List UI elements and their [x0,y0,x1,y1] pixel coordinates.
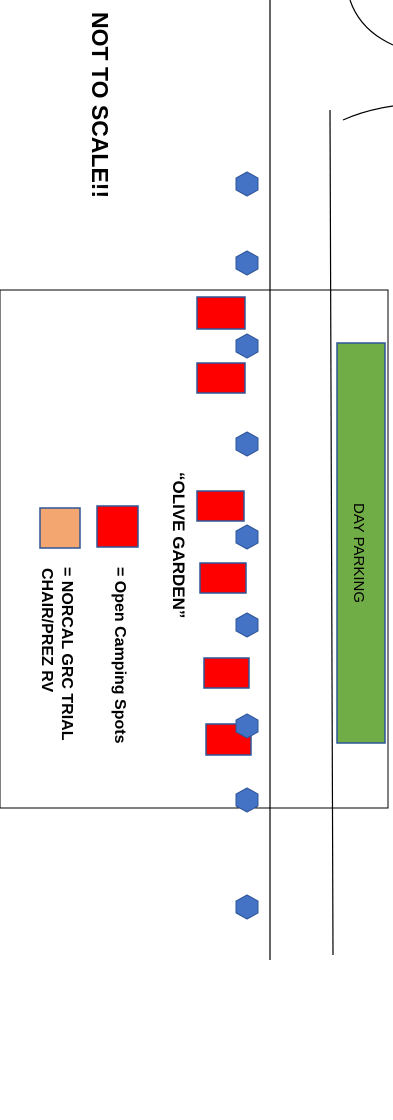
legend-norcal-label-line1: = NORCAL GRC TRIAL [58,567,75,741]
legend-norcal-label-line2: CHAIR/PREZ RV [38,568,55,692]
hexagon-icon [235,250,259,276]
site-markers [235,171,259,920]
hexagon-icon [235,171,259,197]
road-curve [342,105,393,121]
camping-spot [196,362,246,394]
road-line-right [329,109,334,956]
not-to-scale-title: NOT TO SCALE!! [87,12,113,198]
olive-garden-area [0,289,389,809]
legend-camping-swatch [96,505,139,548]
camping-spot [196,490,245,522]
camping-spot [203,657,250,689]
legend: = Open Camping Spots = NORCAL GRC TRIAL … [38,505,139,744]
hexagon-icon [235,894,259,920]
olive-garden-label: “OLIVE GARDEN” [169,472,188,618]
legend-camping-label: = Open Camping Spots [111,567,128,744]
camping-spot [199,562,247,594]
hexagon-icon [235,612,259,638]
hexagon-icon [235,787,259,813]
day-parking-label: DAY PARKING [350,503,367,603]
day-parking-lot [336,342,386,744]
hexagon-icon [235,713,259,739]
hexagon-icon [235,333,259,359]
camping-spot [196,296,246,330]
hexagon-icon [235,524,259,550]
turnaround-arc [349,0,393,46]
legend-norcal-swatch [39,507,81,549]
camping-spots [196,296,252,756]
hexagon-icon [235,431,259,457]
